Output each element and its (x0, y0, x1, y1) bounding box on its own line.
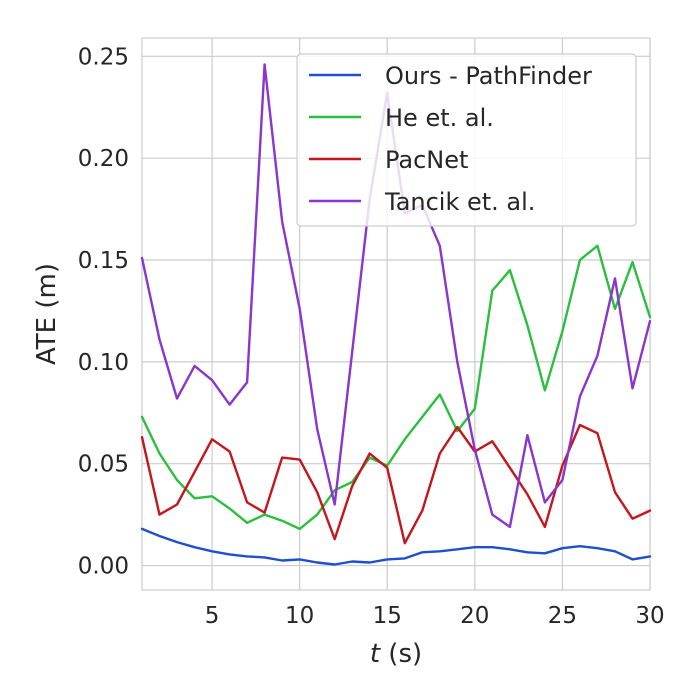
x-tick-label: 10 (285, 603, 314, 629)
y-tick-label: 0.05 (78, 452, 129, 478)
legend-label: PacNet (385, 146, 468, 174)
legend-label: He et. al. (385, 104, 494, 132)
y-tick-label: 0.10 (78, 350, 129, 376)
x-tick-label: 20 (460, 603, 489, 629)
legend: Ours - PathFinder He et. al. PacNet Tancik … (296, 53, 637, 227)
x-tick-label: 30 (635, 603, 664, 629)
x-axis-label-unit: (s) (380, 639, 422, 669)
y-axis-label: ATE (m) (32, 263, 62, 365)
y-tick-label: 0.00 (78, 554, 129, 580)
legend-label: Tancik et. al. (384, 188, 535, 216)
legend-label: Ours - PathFinder (385, 62, 592, 90)
x-tick-label: 5 (205, 603, 220, 629)
x-axis-label-variable: t (370, 639, 381, 669)
series-line-1 (140, 244, 652, 531)
x-tick-label: 25 (548, 603, 577, 629)
legend-box (296, 53, 637, 227)
y-tick-label: 0.15 (78, 248, 129, 274)
y-tick-label: 0.25 (78, 44, 129, 70)
series-line-0 (140, 527, 652, 566)
series-line-2 (140, 423, 652, 545)
y-tick-label: 0.20 (78, 146, 129, 172)
x-tick-label: 15 (373, 603, 402, 629)
x-axis-label: t (s) (370, 639, 422, 669)
tick-labels: 5 10 15 20 25 30 0.00 0.05 0.10 0.15 0.20 0.25 (78, 44, 665, 629)
